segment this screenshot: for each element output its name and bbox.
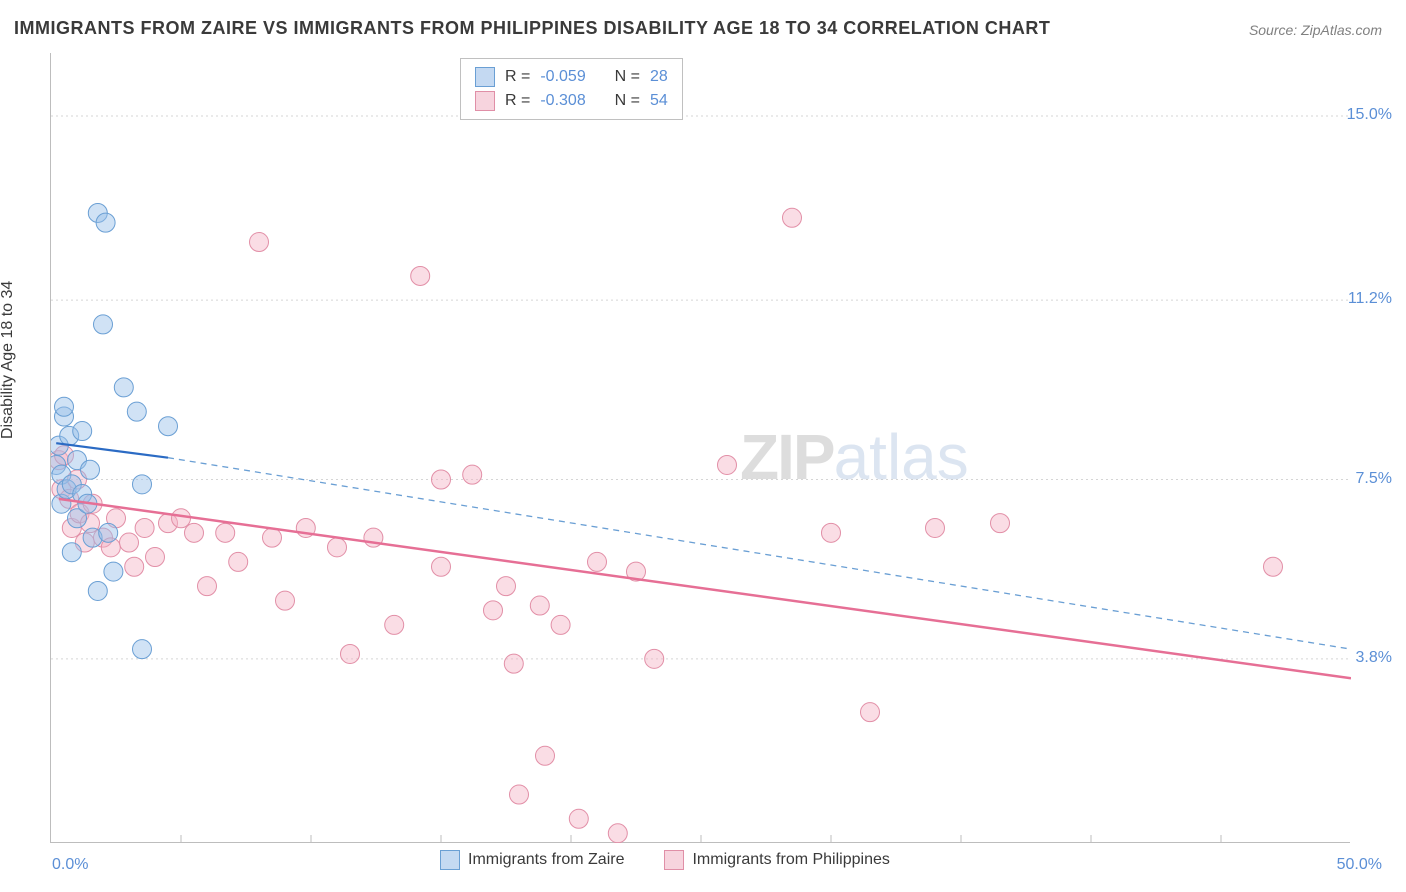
n-label: N = — [615, 65, 640, 89]
legend-label-2: Immigrants from Philippines — [692, 851, 889, 869]
legend-label-1: Immigrants from Zaire — [468, 851, 624, 869]
swatch-pink-icon — [664, 850, 684, 870]
r-label: R = — [505, 89, 530, 113]
x-min-label: 0.0% — [52, 856, 88, 874]
y-tick-label: 7.5% — [1356, 470, 1392, 488]
y-axis-label: Disability Age 18 to 34 — [0, 281, 17, 439]
source-attribution: Source: ZipAtlas.com — [1249, 22, 1382, 38]
r-label: R = — [505, 65, 530, 89]
correlation-legend: R = -0.059 N = 28 R = -0.308 N = 54 — [460, 58, 683, 120]
n-value-1: 28 — [650, 65, 668, 89]
chart-title: IMMIGRANTS FROM ZAIRE VS IMMIGRANTS FROM… — [14, 18, 1050, 39]
legend-row-series1: R = -0.059 N = 28 — [475, 65, 668, 89]
r-value-1: -0.059 — [540, 65, 585, 89]
n-value-2: 54 — [650, 89, 668, 113]
r-value-2: -0.308 — [540, 89, 585, 113]
swatch-blue-icon — [440, 850, 460, 870]
plot-area — [50, 53, 1350, 843]
legend-row-series2: R = -0.308 N = 54 — [475, 89, 668, 113]
swatch-blue-icon — [475, 67, 495, 87]
n-label: N = — [615, 89, 640, 113]
y-tick-label: 3.8% — [1356, 649, 1392, 667]
series-legend: Immigrants from Zaire Immigrants from Ph… — [440, 850, 890, 870]
legend-item-series2: Immigrants from Philippines — [664, 850, 889, 870]
y-tick-label: 15.0% — [1347, 106, 1392, 124]
chart-svg — [51, 53, 1351, 843]
swatch-pink-icon — [475, 91, 495, 111]
chart-container: IMMIGRANTS FROM ZAIRE VS IMMIGRANTS FROM… — [0, 0, 1406, 892]
y-tick-label: 11.2% — [1348, 290, 1392, 308]
x-max-label: 50.0% — [1337, 856, 1382, 874]
legend-item-series1: Immigrants from Zaire — [440, 850, 624, 870]
